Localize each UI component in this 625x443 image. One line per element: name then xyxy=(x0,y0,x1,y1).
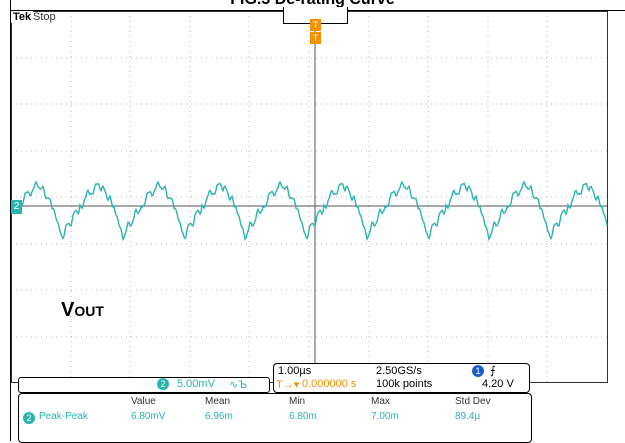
bandwidth-limit-icon: ∿Ъ xyxy=(229,379,247,391)
waveform-label-sub: OUT xyxy=(74,303,104,319)
measure-header-mean: Mean xyxy=(205,396,231,407)
channel-2-badge: 2 xyxy=(157,378,169,390)
trigger-marker-lower-icon[interactable]: T xyxy=(310,32,321,44)
brand-logo: Tek xyxy=(11,11,34,23)
measure-channel-badge: 2 xyxy=(23,412,35,424)
measure-header-min: Min xyxy=(289,396,306,407)
measure-mean: 6.96m xyxy=(205,411,233,422)
trigger-slope-icon: ⨍ xyxy=(490,365,496,377)
trigger-source-badge: 1 xyxy=(472,365,484,377)
trigger-position-icon: T→▾ xyxy=(276,379,300,391)
measure-std-dev: 89.4µ xyxy=(455,411,481,422)
channel-2-marker[interactable]: 2 xyxy=(11,200,22,214)
graticule xyxy=(11,11,608,383)
measure-header-value: Value xyxy=(131,396,156,407)
run-state: Stop xyxy=(33,11,56,23)
measure-header-std-dev: Std Dev xyxy=(455,396,491,407)
status-bar: 2 5.00mV ∿Ъ 1.00µs 2.50GS/s T→▾ 0.000000… xyxy=(18,363,530,393)
waveform-label-main: V xyxy=(61,299,75,321)
timebase-readout[interactable]: 1.00µs 2.50GS/s T→▾ 0.000000 s 100k poin… xyxy=(273,363,530,393)
graticule-dots xyxy=(11,11,607,383)
waveform-label: VOUT xyxy=(61,299,104,322)
trigger-position-value: 0.000000 s xyxy=(302,378,357,390)
measure-min: 6.80m xyxy=(289,411,317,422)
measurement-panel[interactable]: Value Mean Min Max Std Dev 2 Peak-Peak 6… xyxy=(18,393,532,443)
measure-value: 6.80mV xyxy=(131,411,166,422)
trigger-marker-icon[interactable]: T xyxy=(310,19,321,31)
measure-name: Peak-Peak xyxy=(39,411,88,422)
trigger-level: 4.20 V xyxy=(482,378,514,390)
record-length: 100k points xyxy=(376,378,433,390)
channel-2-scale: 5.00mV xyxy=(177,378,215,390)
sample-rate: 2.50GS/s xyxy=(376,365,422,377)
measure-max: 7.00m xyxy=(371,411,399,422)
channel-readout[interactable]: 2 5.00mV ∿Ъ xyxy=(18,377,270,393)
timebase-value: 1.00µs xyxy=(278,365,312,377)
page-rule xyxy=(10,0,11,441)
figure-title: FIG.3 De-rating Curve xyxy=(0,0,625,9)
measure-header-max: Max xyxy=(371,396,390,407)
channel-2-waveform xyxy=(18,180,608,242)
